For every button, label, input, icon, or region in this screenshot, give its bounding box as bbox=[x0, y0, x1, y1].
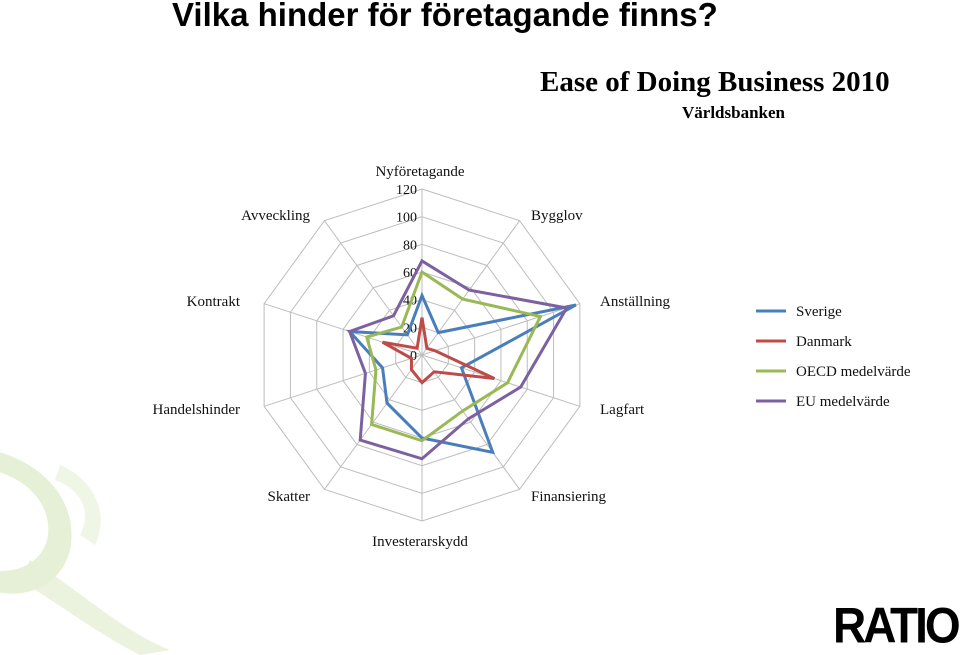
category-label: Nyföretagande bbox=[375, 164, 464, 180]
grid-spoke bbox=[263, 303, 423, 356]
series-line bbox=[347, 258, 570, 461]
category-label: Finansiering bbox=[531, 489, 606, 505]
grid-spoke bbox=[421, 303, 581, 356]
legend-label: OECD medelvärde bbox=[796, 364, 911, 380]
radar-grid bbox=[263, 188, 581, 522]
slide-title: Vilka hinder för företagande finns? bbox=[172, 0, 718, 33]
category-label: Investerarskydd bbox=[372, 534, 468, 550]
grid-spoke bbox=[421, 354, 581, 407]
category-label: Handelshinder bbox=[153, 402, 240, 418]
category-label: Avveckling bbox=[241, 208, 310, 224]
category-label: Anställning bbox=[600, 294, 670, 310]
legend: Sverige Danmark OECD medelvärde EU medelvär… bbox=[756, 304, 911, 410]
category-label: Lagfart bbox=[600, 402, 645, 418]
legend-label: Danmark bbox=[796, 334, 852, 350]
grid-spoke bbox=[421, 220, 520, 356]
radar-series bbox=[346, 258, 577, 461]
category-label: Bygglov bbox=[531, 208, 583, 224]
radar-category-labels: Nyföretagande Bygglov Anställning Lagfart Fi… bbox=[153, 164, 671, 550]
grid-spoke bbox=[421, 354, 520, 490]
tick-label: 120 bbox=[396, 183, 417, 198]
tick-label: 100 bbox=[396, 211, 417, 226]
series-line bbox=[364, 269, 543, 443]
tick-label: 0 bbox=[410, 349, 417, 364]
series-line bbox=[381, 317, 495, 385]
category-label: Kontrakt bbox=[187, 294, 241, 310]
ratio-logo: RATIO bbox=[833, 596, 960, 654]
chart-subtitle: Världsbanken bbox=[682, 103, 785, 122]
grid-spoke bbox=[324, 220, 423, 356]
ratio-watermark-icon bbox=[0, 452, 170, 655]
grid-spoke bbox=[263, 354, 423, 407]
chart-title: Ease of Doing Business 2010 bbox=[540, 66, 890, 98]
category-label: Skatter bbox=[268, 489, 311, 505]
tick-label: 80 bbox=[403, 238, 417, 253]
legend-label: EU medelvärde bbox=[796, 394, 890, 410]
legend-label: Sverige bbox=[796, 304, 842, 320]
